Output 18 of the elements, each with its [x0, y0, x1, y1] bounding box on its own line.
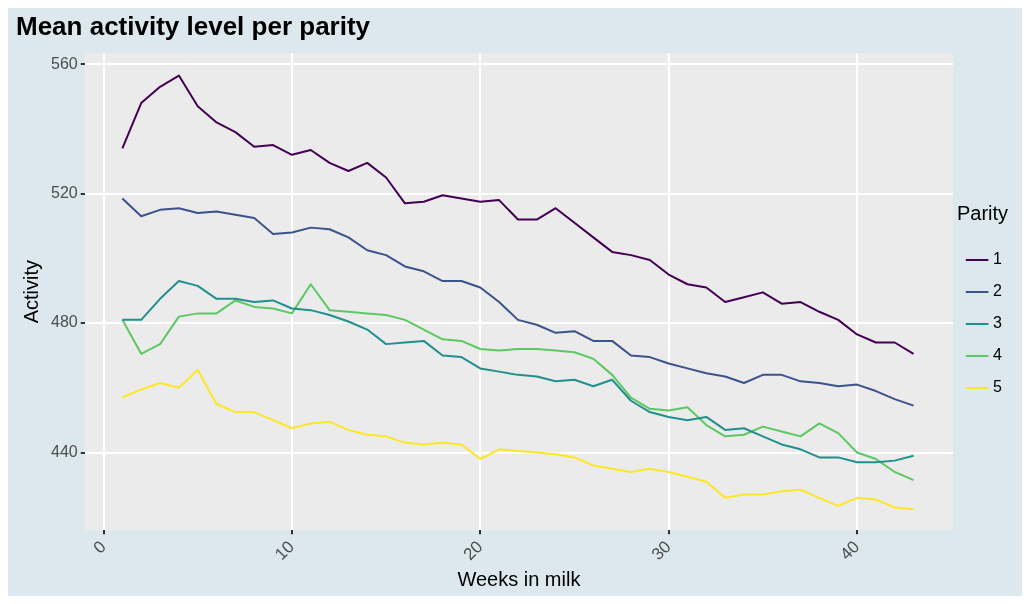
legend-label: 1: [993, 250, 1003, 268]
y-tick-label: 560: [50, 54, 78, 72]
legend-label: 4: [993, 346, 1003, 364]
legend-label: 3: [993, 314, 1003, 332]
x-tick-label: 10: [271, 537, 299, 564]
x-axis-title: Weeks in milk: [457, 567, 582, 590]
legend-label: 5: [993, 378, 1003, 396]
x-tick-label: 0: [89, 537, 110, 558]
x-tick-label: 30: [647, 537, 675, 564]
legend-label: 2: [993, 282, 1003, 300]
legend-title: Parity: [956, 201, 1009, 224]
x-tick-label: 20: [459, 537, 487, 564]
y-tick-label: 520: [50, 184, 78, 202]
chart-title: Mean activity level per parity: [16, 10, 371, 41]
y-tick-label: 440: [50, 442, 78, 460]
x-tick-label: 40: [836, 537, 864, 564]
y-tick-label: 480: [50, 313, 78, 331]
y-axis-title: Activity: [19, 260, 42, 324]
